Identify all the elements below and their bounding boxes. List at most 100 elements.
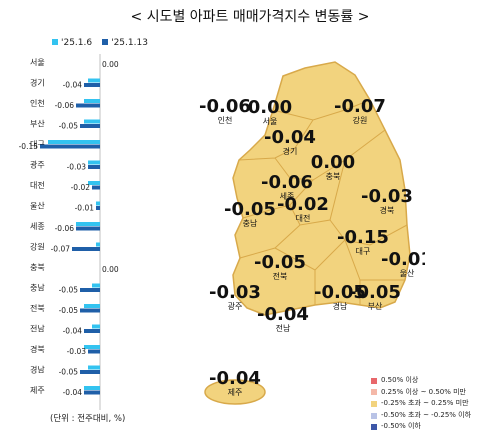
bar-prev — [84, 304, 100, 308]
bar-prev — [84, 345, 100, 349]
bar-curr — [80, 308, 100, 313]
bar-prev — [92, 324, 100, 329]
bar-prev — [84, 119, 100, 124]
bar-prev — [92, 283, 100, 288]
map-region-name: 세종 — [280, 192, 295, 201]
data-label: -0.05 — [59, 122, 79, 131]
data-label: -0.06 — [55, 224, 75, 233]
map-region-name: 경기 — [283, 146, 298, 156]
data-label: -0.05 — [59, 368, 79, 377]
map-region-name: 대전 — [296, 213, 311, 223]
map-legend-item: 0.25% 이상 ~ 0.50% 미만 — [371, 387, 471, 399]
data-label: -0.05 — [59, 286, 79, 295]
category-label: 울산 — [30, 201, 45, 211]
data-label: -0.04 — [63, 81, 83, 90]
map-value-label: 0.00 — [248, 97, 292, 118]
map-region-name: 대구 — [356, 247, 371, 256]
bar-prev — [96, 242, 100, 247]
bar-chart: 서울 0.00 경기 -0.04 인천 -0.06 부산 -0.05 대구-0.15 광주 -0.0… — [19, 54, 119, 410]
map-value-label: -0.03 — [209, 282, 261, 303]
map-value-label: -0.06 — [199, 96, 251, 117]
bar-curr — [80, 124, 100, 128]
legend-swatch-prev — [52, 39, 58, 45]
map-value-label: -0.04 — [264, 127, 316, 148]
map-value-label: -0.01 — [381, 249, 425, 270]
map-region-name: 서울 — [263, 117, 278, 126]
map-value-label: -0.05 — [254, 252, 306, 273]
data-label: -0.04 — [63, 327, 83, 336]
category-label: 강원 — [30, 242, 45, 252]
map-legend-swatch — [371, 400, 377, 407]
category-label: 전남 — [30, 324, 45, 334]
map-value-label: 0.00 — [311, 152, 355, 173]
map-legend-label: -0.25% 초과 ~ 0.25% 미만 — [381, 399, 469, 408]
legend-label-curr: '25.1.13 — [111, 38, 148, 48]
bar-prev — [48, 140, 100, 144]
category-label: 광주 — [30, 160, 45, 170]
map-value-label: -0.07 — [334, 96, 386, 117]
map-legend-item: -0.50% 이하 — [371, 421, 471, 433]
map-legend-label: -0.50% 초과 ~ -0.25% 이하 — [381, 410, 472, 419]
map-legend-label: -0.50% 이하 — [381, 422, 421, 431]
map-region-name: 충북 — [326, 172, 341, 181]
data-label: -0.03 — [67, 347, 87, 356]
map-region-name: 울산 — [400, 268, 415, 278]
category-label: 전북 — [30, 303, 45, 313]
map-region-name: 인천 — [218, 115, 233, 125]
bar-curr — [84, 390, 100, 395]
data-label: -0.04 — [63, 388, 83, 397]
category-label: 충남 — [30, 284, 45, 293]
bar-prev — [84, 99, 100, 103]
bar-prev — [76, 222, 100, 226]
category-label: 경기 — [30, 78, 45, 88]
category-label: 대전 — [30, 180, 45, 190]
map-region-name: 충남 — [243, 219, 258, 228]
map-value-label: -0.04 — [209, 368, 261, 389]
map-value-label: -0.05 — [224, 199, 276, 220]
map-legend-label: 0.50% 이상 — [381, 376, 419, 384]
category-label: 충북 — [30, 263, 45, 272]
category-label: 대구 — [30, 140, 45, 149]
data-label: -0.05 — [59, 306, 79, 315]
bar-curr — [96, 206, 100, 210]
category-label: 제주 — [30, 386, 45, 395]
data-label: -0.02 — [71, 183, 91, 192]
legend-swatch-curr — [102, 39, 109, 45]
map-value-label: -0.05 — [314, 282, 366, 303]
category-label: 인천 — [30, 98, 45, 108]
category-label: 세종 — [30, 222, 45, 231]
map-region-name: 전남 — [276, 323, 291, 333]
map-value-label: -0.05 — [349, 282, 401, 303]
bar-curr — [88, 165, 100, 169]
bar-curr — [80, 370, 100, 374]
map-legend-item: -0.50% 초과 ~ -0.25% 이하 — [371, 410, 471, 422]
unit-note: (단위 : 전주대비, %) — [50, 414, 126, 424]
legend-label-prev: '25.1.6 — [61, 38, 93, 48]
map-region-name: 제주 — [228, 388, 243, 397]
legend-item-prev: '25.1.6 — [52, 38, 92, 48]
bar-curr — [76, 226, 100, 231]
category-label: 부산 — [30, 119, 45, 129]
bar-curr — [72, 247, 100, 251]
chart-title: < 시도별 아파트 매매가격지수 변동률 > — [130, 9, 370, 25]
map-region-name: 부산 — [368, 301, 383, 311]
map-legend-item: 0.50% 이상 — [371, 375, 471, 387]
data-label: 0.00 — [102, 60, 119, 69]
map-value-label: -0.15 — [337, 227, 389, 248]
map-region-name: 경남 — [333, 301, 348, 311]
bar-curr — [92, 185, 100, 190]
map-legend-swatch — [371, 412, 377, 419]
map-legend-item: -0.25% 초과 ~ 0.25% 미만 — [371, 398, 471, 410]
category-label: 경남 — [30, 365, 45, 375]
bar-curr — [84, 329, 100, 333]
legend-item-curr: '25.1.13 — [102, 38, 148, 48]
map-region-name: 경북 — [380, 205, 395, 215]
bar-curr — [40, 144, 100, 149]
map-legend-swatch — [371, 424, 377, 431]
bar-prev — [88, 160, 100, 165]
bar-curr — [80, 288, 100, 292]
bar-prev — [88, 78, 100, 83]
map-legend-swatch — [371, 389, 377, 396]
map-legend-label: 0.25% 이상 ~ 0.50% 미만 — [381, 387, 467, 396]
bar-curr — [84, 83, 100, 87]
